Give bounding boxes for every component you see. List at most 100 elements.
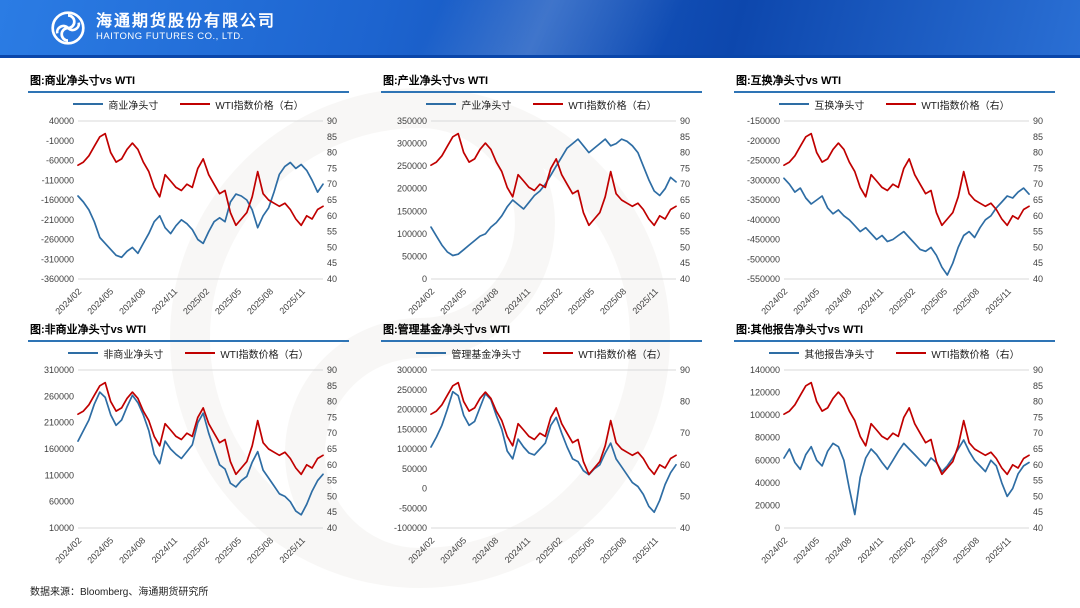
wti-price-line bbox=[430, 381, 677, 476]
left-axis-tick-label: -100000 bbox=[394, 523, 427, 533]
legend-label: WTI指数价格（右） bbox=[568, 100, 657, 112]
left-axis-tick-label: 150000 bbox=[397, 206, 427, 216]
company-name-block: 海通期货股份有限公司 HAITONG FUTURES CO., LTD. bbox=[96, 13, 276, 43]
right-axis-tick-label: 40 bbox=[1033, 274, 1043, 284]
right-axis-tick-label: 50 bbox=[680, 491, 690, 501]
right-axis-tick-label: 80 bbox=[680, 148, 690, 158]
right-axis-tick-label: 75 bbox=[680, 163, 690, 173]
right-axis-tick-label: 90 bbox=[680, 116, 690, 126]
x-axis-tick-label: 2025/11 bbox=[983, 286, 1013, 315]
chart-legend: 其他报告净头寸 WTI指数价格（右） bbox=[734, 344, 1055, 362]
left-axis-tick-label: 20000 bbox=[755, 500, 780, 510]
left-axis-tick-label: 250000 bbox=[397, 385, 427, 395]
right-axis-tick-label: 70 bbox=[680, 179, 690, 189]
legend-item: 互换净头寸 bbox=[779, 97, 864, 112]
right-axis-tick-label: 45 bbox=[1033, 507, 1043, 517]
left-axis-tick-label: -50000 bbox=[399, 503, 427, 513]
right-axis-tick-label: 80 bbox=[327, 148, 337, 158]
legend-line-swatch bbox=[180, 103, 211, 105]
legend-item: WTI指数价格（右） bbox=[533, 97, 657, 112]
x-axis-tick-label: 2024/08 bbox=[823, 535, 853, 564]
banner-sheen bbox=[0, 0, 1080, 55]
legend-label: WTI指数价格（右） bbox=[220, 349, 309, 361]
x-axis-tick-label: 2024/05 bbox=[85, 286, 115, 315]
chart-legend: 管理基金净头寸 WTI指数价格（右） bbox=[381, 344, 702, 362]
net-position-line bbox=[430, 138, 677, 257]
x-axis-tick-label: 2024/11 bbox=[150, 286, 180, 315]
left-axis-tick-label: -260000 bbox=[41, 235, 74, 245]
right-axis-tick-label: 45 bbox=[327, 258, 337, 268]
left-axis-tick-label: 110000 bbox=[45, 470, 74, 480]
right-axis-tick-label: 65 bbox=[1033, 444, 1043, 454]
x-axis-tick-label: 2024/05 bbox=[791, 286, 821, 315]
charts-grid: 图:商业净头寸vs WTI 商业净头寸 WTI指数价格（右） 40000 -1000… bbox=[0, 58, 1080, 564]
net-position-line bbox=[77, 161, 324, 259]
legend-line-swatch bbox=[73, 103, 104, 105]
chart-title: 图:商业净头寸vs WTI bbox=[28, 70, 349, 93]
right-axis-tick-label: 65 bbox=[327, 444, 337, 454]
x-axis-tick-label: 2025/08 bbox=[951, 286, 981, 315]
right-axis-tick-label: 85 bbox=[1033, 132, 1043, 142]
right-axis-tick-label: 80 bbox=[1033, 148, 1043, 158]
company-name-en: HAITONG FUTURES CO., LTD. bbox=[96, 30, 244, 42]
left-axis-tick-label: 250000 bbox=[397, 161, 427, 171]
legend-line-swatch bbox=[68, 352, 99, 354]
wti-price-line bbox=[77, 381, 324, 476]
right-axis-tick-label: 40 bbox=[680, 523, 690, 533]
left-axis-tick-label: 310000 bbox=[44, 365, 74, 375]
left-axis-tick-label: -210000 bbox=[41, 215, 74, 225]
left-axis-tick-label: -450000 bbox=[747, 235, 780, 245]
left-axis-tick-label: -350000 bbox=[747, 195, 780, 205]
left-axis-tick-label: -10000 bbox=[46, 136, 74, 146]
left-axis-tick-label: 0 bbox=[775, 523, 780, 533]
chart-panel-industry: 图:产业净头寸vs WTI 产业净头寸 WTI指数价格（右） 350000 3000… bbox=[381, 70, 702, 315]
legend-line-swatch bbox=[769, 352, 800, 354]
right-axis-tick-label: 60 bbox=[680, 460, 690, 470]
right-axis-tick-label: 50 bbox=[1033, 242, 1043, 252]
x-axis-tick-label: 2025/11 bbox=[277, 535, 307, 564]
wti-price-line bbox=[783, 381, 1030, 476]
legend-label: WTI指数价格（右） bbox=[215, 100, 304, 112]
right-axis-tick-label: 45 bbox=[327, 507, 337, 517]
chart-panel-swap: 图:互换净头寸vs WTI 互换净头寸 WTI指数价格（右） -150000 -20… bbox=[734, 70, 1055, 315]
chart-legend: 产业净头寸 WTI指数价格（右） bbox=[381, 95, 702, 113]
legend-item: 商业净头寸 bbox=[73, 97, 158, 112]
legend-line-swatch bbox=[779, 103, 810, 105]
left-axis-tick-label: -360000 bbox=[41, 274, 74, 284]
right-axis-tick-label: 50 bbox=[327, 242, 337, 252]
x-axis-tick-label: 2025/02 bbox=[181, 286, 211, 315]
x-axis-tick-label: 2025/11 bbox=[277, 286, 307, 315]
x-axis-tick-label: 2024/11 bbox=[150, 535, 180, 564]
x-axis-tick-label: 2024/05 bbox=[438, 535, 468, 564]
right-axis-tick-label: 60 bbox=[327, 460, 337, 470]
haitong-logo-icon bbox=[51, 10, 85, 45]
x-axis-tick-label: 2024/08 bbox=[823, 286, 853, 315]
x-axis-tick-label: 2024/11 bbox=[856, 286, 886, 315]
x-axis-tick-label: 2025/11 bbox=[983, 535, 1013, 564]
right-axis-tick-label: 50 bbox=[680, 242, 690, 252]
chart-panel-other-reportables: 图:其他报告净头寸vs WTI 其他报告净头寸 WTI指数价格（右） 140000… bbox=[734, 319, 1055, 564]
left-axis-tick-label: 160000 bbox=[44, 444, 74, 454]
right-axis-tick-label: 90 bbox=[1033, 116, 1043, 126]
left-axis-tick-label: -400000 bbox=[747, 215, 780, 225]
right-axis-tick-label: 40 bbox=[327, 274, 337, 284]
x-axis-tick-label: 2024/08 bbox=[117, 286, 147, 315]
x-axis-tick-label: 2025/05 bbox=[213, 286, 243, 315]
left-axis-tick-label: 60000 bbox=[49, 497, 74, 507]
right-axis-tick-label: 85 bbox=[1033, 381, 1043, 391]
legend-item: WTI指数价格（右） bbox=[543, 346, 667, 361]
net-position-line bbox=[783, 439, 1030, 516]
x-axis-tick-label: 2025/11 bbox=[630, 286, 660, 315]
x-axis-tick-label: 2025/11 bbox=[630, 535, 660, 564]
wti-price-line bbox=[77, 132, 324, 227]
x-axis-tick-label: 2024/08 bbox=[117, 535, 147, 564]
right-axis-tick-label: 55 bbox=[680, 227, 690, 237]
left-axis-tick-label: 150000 bbox=[397, 424, 427, 434]
left-axis-tick-label: 200000 bbox=[397, 405, 427, 415]
left-axis-tick-label: 100000 bbox=[397, 444, 427, 454]
x-axis-tick-label: 2024/02 bbox=[53, 286, 83, 315]
right-axis-tick-label: 90 bbox=[1033, 365, 1043, 375]
left-axis-tick-label: 50000 bbox=[402, 251, 427, 261]
left-axis-tick-label: 10000 bbox=[49, 523, 74, 533]
left-axis-tick-label: 60000 bbox=[755, 455, 780, 465]
